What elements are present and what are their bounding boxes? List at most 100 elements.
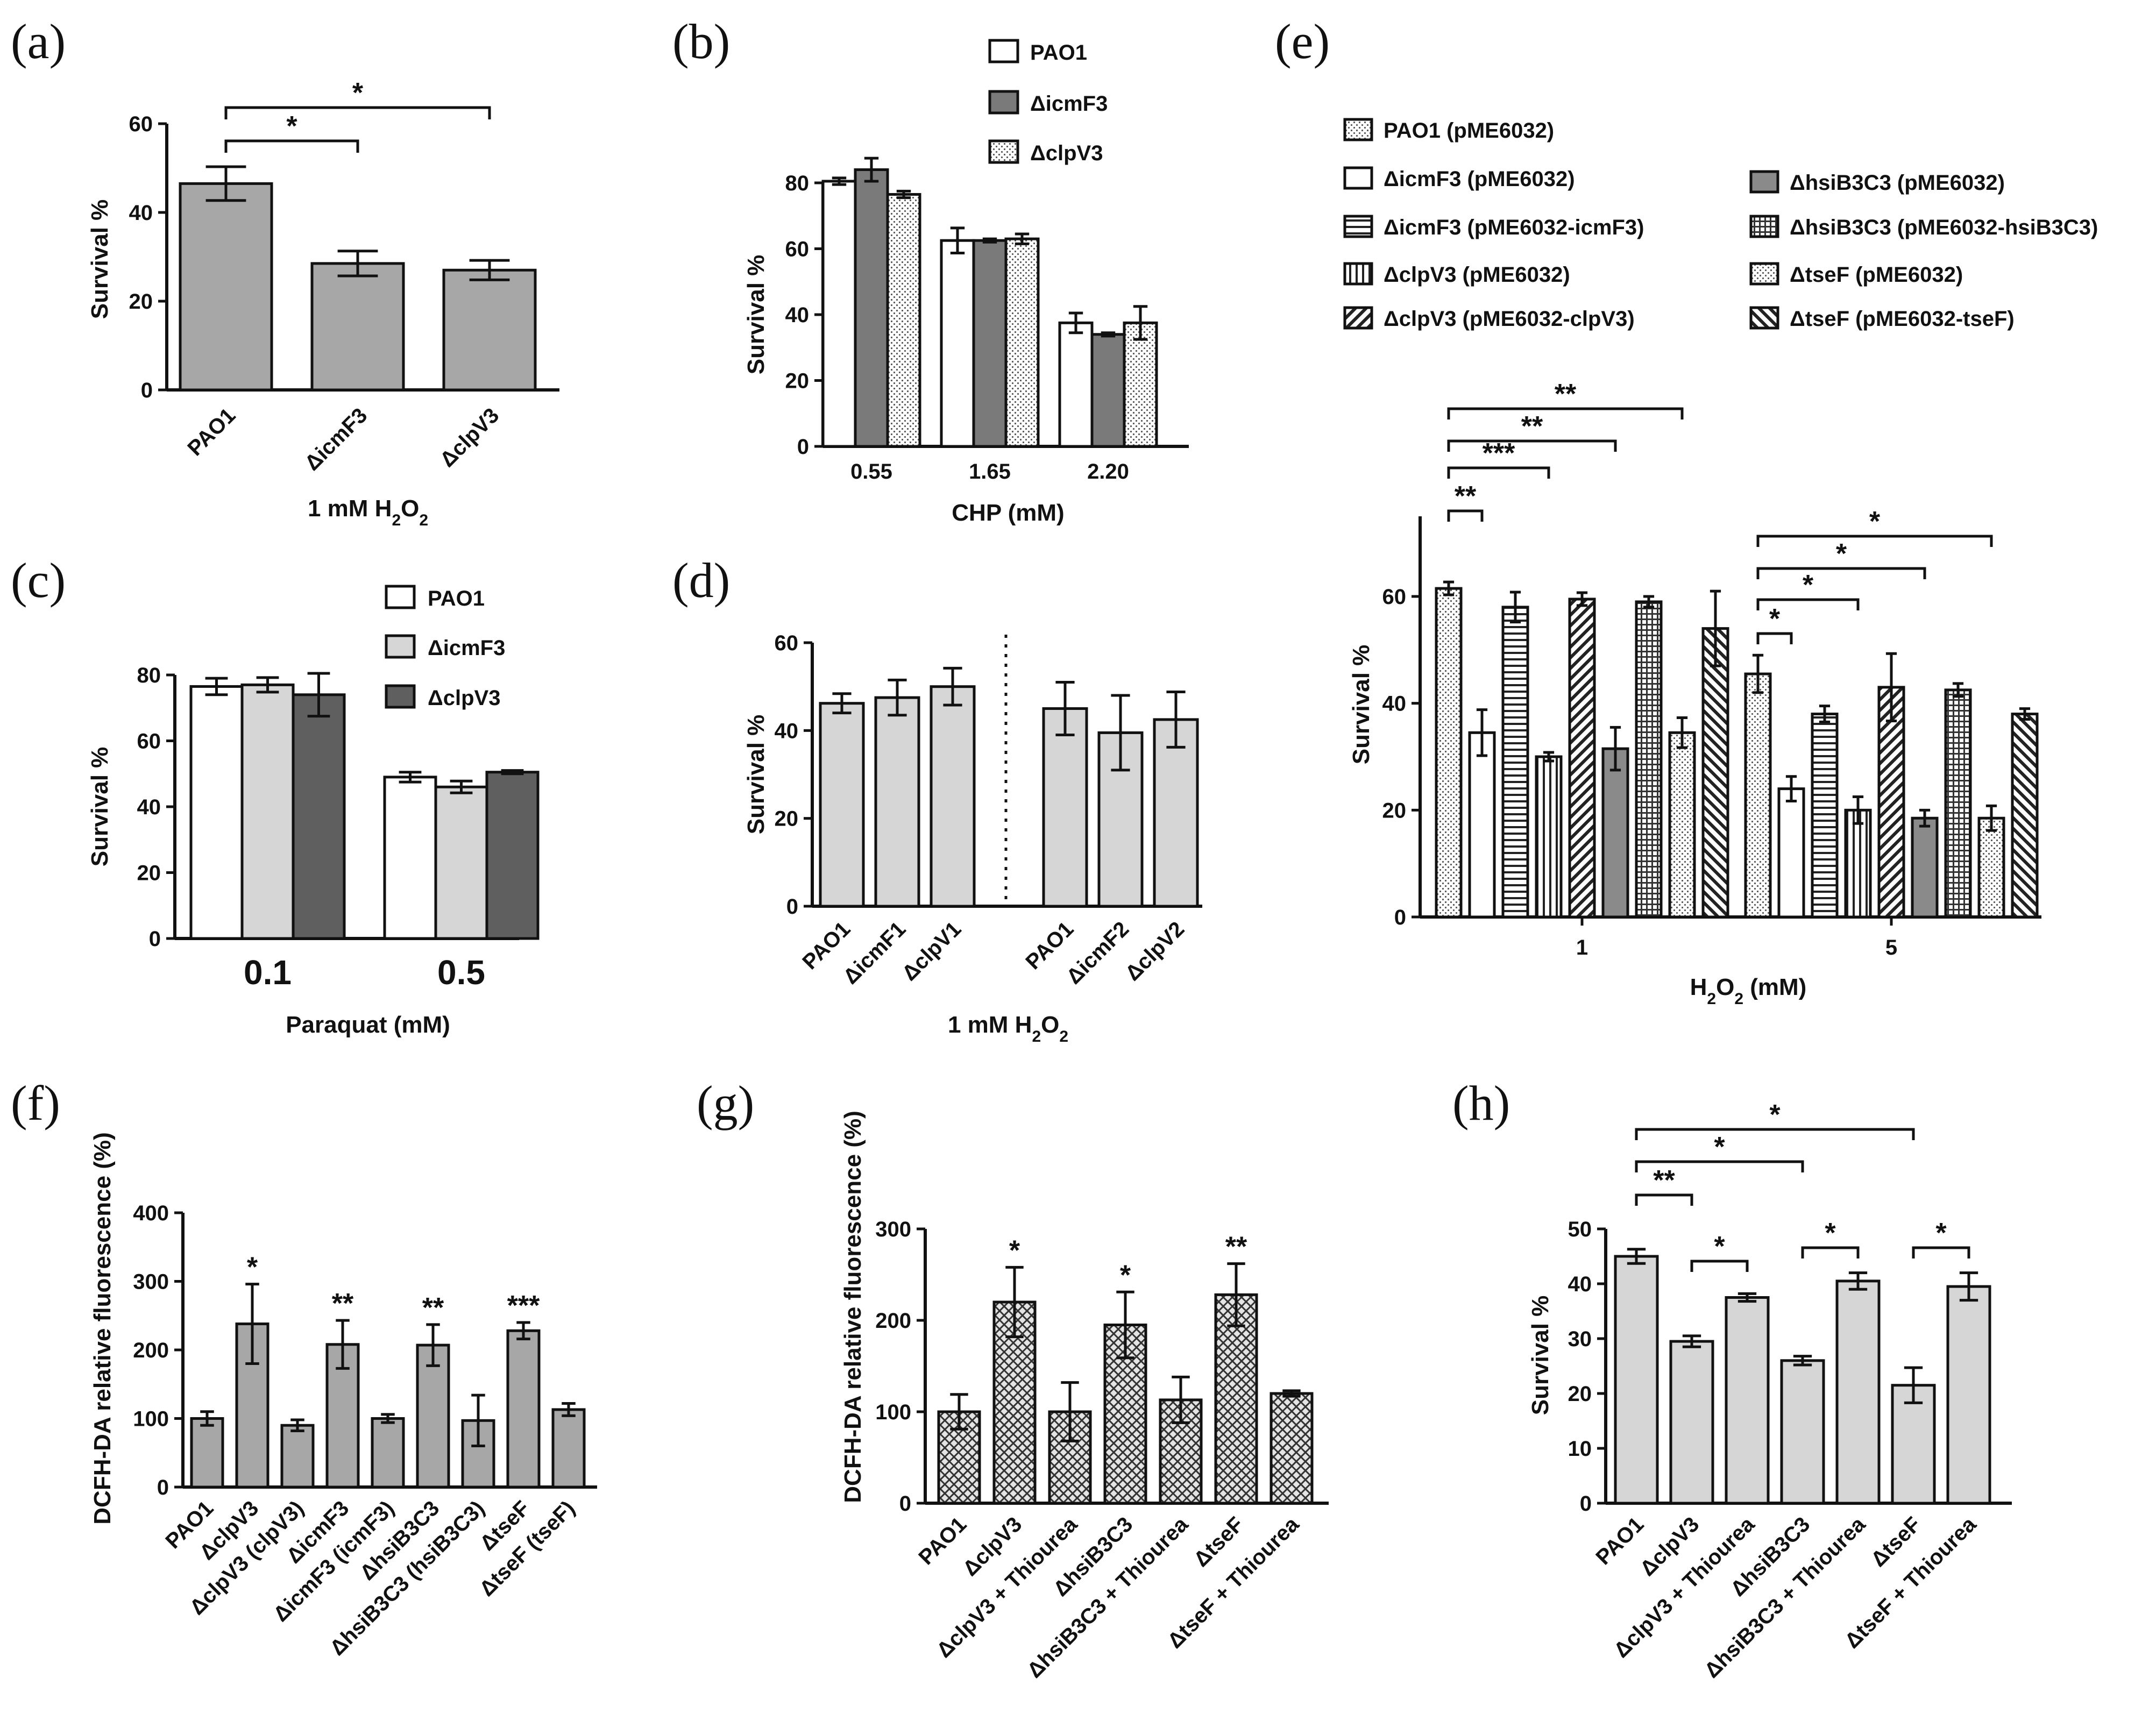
chart-e-legend-label: ΔhsiB3C3 (pME6032-hsiB3C3): [1790, 216, 2098, 239]
chart-e-bar: [1668, 731, 1696, 919]
chart-a-sig-bracket: [224, 106, 491, 119]
chart-e-category-label: 5: [1885, 936, 1897, 959]
chart-a-category-label: ΔicmF3: [300, 403, 372, 475]
chart-a-sig-bracket: [224, 139, 359, 153]
chart-e-ytick-label: 20: [1382, 799, 1407, 822]
chart-b-legend-label: ΔicmF3: [1030, 92, 1108, 116]
chart-f-ytick-label: 400: [133, 1201, 169, 1225]
chart-h-ytick-label: 30: [1568, 1327, 1592, 1351]
chart-b-legend-swatch: [988, 139, 1019, 164]
chart-h-sig-label: *: [1714, 1231, 1725, 1262]
chart-b-bar: [1058, 321, 1094, 448]
chart-e-ytick-label: 0: [1394, 906, 1406, 929]
chart-d-xlabel: 1 mM H2O2: [948, 1012, 1068, 1046]
chart-h-ylabel: Survival %: [1527, 1296, 1554, 1416]
chart-b-bar: [1004, 237, 1040, 448]
chart-c-ytick-label: 80: [137, 664, 161, 687]
chart-d-category-label: ΔicmF2: [1062, 917, 1133, 989]
chart-h-bar: [1725, 1296, 1770, 1505]
chart-b-bar: [821, 180, 857, 448]
chart-a-ytick-label: 60: [129, 112, 153, 136]
panel-label-a: (a): [11, 14, 66, 69]
chart-e-legend-swatch: [1343, 118, 1373, 141]
chart-a-category-label: ΔclpV3: [435, 403, 503, 472]
chart-c-legend-label: ΔclpV3: [428, 686, 500, 710]
chart-g-star: *: [1120, 1260, 1131, 1291]
chart-b-bar: [1123, 321, 1158, 448]
chart-e-bar: [1977, 816, 2005, 919]
chart-d-ytick-label: 0: [786, 895, 798, 919]
chart-b-ylabel: Survival %: [743, 255, 769, 375]
panel-label-d: (d): [672, 553, 730, 608]
chart-a-ytick-label: 0: [141, 379, 153, 402]
chart-a-bar: [179, 182, 273, 392]
chart-e-bar: [1468, 731, 1496, 919]
chart-f-ytick-label: 100: [133, 1407, 169, 1431]
chart-b-xlabel: CHP (mM): [952, 500, 1064, 526]
chart-d-category-label: ΔclpV2: [1120, 917, 1189, 985]
chart-e-legend-swatch: [1343, 262, 1373, 286]
chart-a-xlabel: 1 mM H2O2: [308, 495, 428, 529]
chart-d-bar: [819, 702, 865, 908]
chart-f-star: **: [332, 1288, 354, 1319]
chart-e-bar: [1944, 688, 1972, 919]
chart-h-bar: [1835, 1279, 1881, 1505]
chart-h-ytick-label: 10: [1568, 1437, 1592, 1461]
chart-g-star: *: [1009, 1235, 1020, 1266]
chart-e-bar: [1535, 755, 1563, 919]
chart-e-bar: [1635, 600, 1663, 919]
chart-h-bar: [1669, 1340, 1714, 1505]
chart-e-ylabel: Survival %: [1348, 645, 1374, 765]
chart-c-bar: [434, 785, 488, 940]
chart-h-ytick-label: 0: [1580, 1492, 1592, 1516]
chart-d-ytick-label: 20: [775, 807, 799, 831]
chart-g-ytick-label: 0: [899, 1492, 911, 1516]
chart-a-ytick-label: 20: [129, 290, 153, 314]
chart-a-sig-label: *: [352, 77, 364, 109]
chart-c-bar: [189, 685, 244, 940]
chart-c-bar: [485, 771, 540, 940]
chart-a: 0 20 40 60 PAO1 ΔicmF3 ΔclpV3 * *: [129, 77, 559, 475]
chart-g-ytick-label: 200: [875, 1309, 911, 1333]
chart-c-bar: [292, 693, 346, 940]
chart-f-bar: [506, 1329, 541, 1489]
chart-e-legend-swatch: [1749, 170, 1779, 194]
chart-e-sig-label: ***: [1483, 438, 1515, 469]
chart-h-bar: [1946, 1285, 1991, 1505]
chart-h-ytick-label: 40: [1568, 1272, 1592, 1296]
chart-b-ytick-label: 80: [785, 172, 810, 195]
chart-e-bar: [1811, 713, 1839, 919]
chart-a-bar: [442, 268, 537, 392]
chart-e-legend-label: ΔtseF (pME6032): [1790, 263, 1963, 287]
chart-d-bar: [930, 685, 976, 908]
panel-label-b: (b): [672, 14, 730, 69]
chart-e-bar: [1435, 587, 1463, 919]
chart-a-category-label: PAO1: [183, 403, 240, 460]
chart-b-legend-swatch: [988, 90, 1019, 115]
chart-f-bar: [551, 1408, 586, 1489]
chart-h-ytick-label: 20: [1568, 1382, 1592, 1406]
chart-d-ylabel: Survival %: [743, 715, 769, 835]
chart-e-bar: [1777, 787, 1805, 919]
chart-h-sig-label: *: [1769, 1099, 1781, 1130]
chart-a-bar: [310, 262, 405, 392]
chart-f-ylabel: DCFH-DA relative fluorescence (%): [89, 1132, 116, 1524]
chart-d-bar: [1153, 718, 1199, 908]
chart-f-ytick-label: 300: [133, 1270, 169, 1294]
chart-e-legend-swatch: [1749, 306, 1779, 330]
chart-e-bar: [1744, 672, 1772, 919]
chart-c-bar: [383, 776, 437, 940]
chart-a-ytick-label: 40: [129, 201, 153, 225]
chart-b: 0 20 40 60 80 0.55 1.65 2.20 PAO1 ΔicmF3 ΔclpV3: [785, 39, 1189, 483]
chart-e-sig-bracket: [1756, 632, 1793, 644]
chart-e-ytick-label: 60: [1382, 585, 1407, 609]
chart-a-sig-label: *: [286, 111, 297, 142]
chart-c-bar: [240, 683, 295, 940]
chart-b-bar: [854, 168, 889, 448]
chart-f-ytick-label: 0: [157, 1476, 169, 1499]
chart-g-ytick-label: 100: [875, 1400, 911, 1424]
